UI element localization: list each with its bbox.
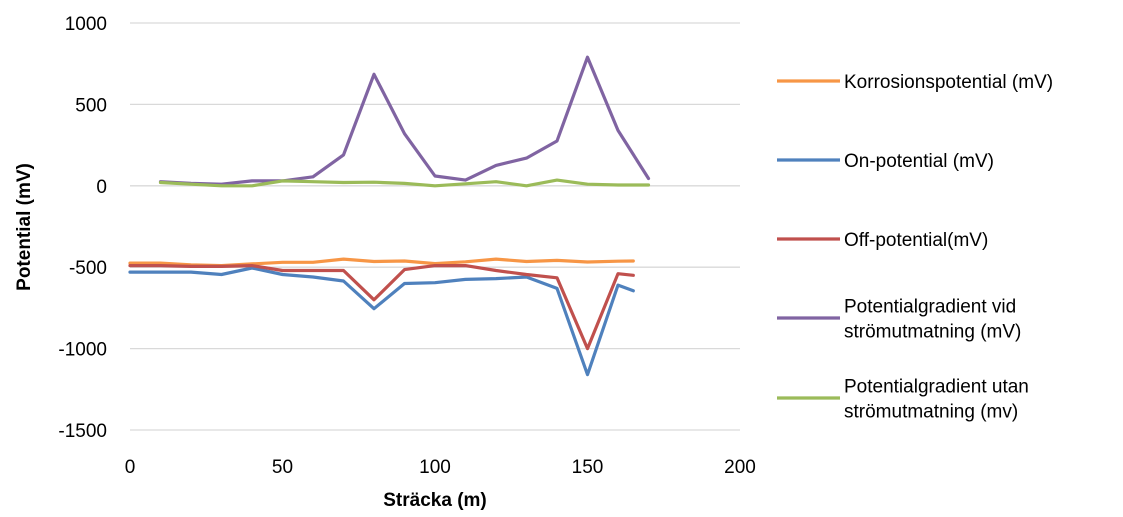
legend-label: strömutmatning (mV): [844, 322, 1021, 343]
legend-label: Potentialgradient vid: [844, 297, 1016, 318]
series-line-3: [128, 264, 635, 351]
y-tick-label: 500: [75, 95, 107, 116]
y-tick-label: -1500: [58, 421, 107, 442]
x-tick-label: 200: [724, 457, 756, 478]
series-lines: [128, 55, 651, 377]
y-axis-ticks: 1000 500 0 -500 -1000 -1500: [58, 14, 107, 442]
legend-label: Potentialgradient utan: [844, 377, 1029, 398]
legend-label: Korrosionspotential (mV): [844, 72, 1053, 93]
legend-label: Off-potential(mV): [844, 230, 988, 251]
y-tick-label: -500: [69, 258, 107, 279]
x-axis-ticks: 0 50 100 150 200: [125, 457, 756, 478]
gridlines: [130, 22, 740, 431]
series-line-1: [128, 257, 635, 268]
x-tick-label: 150: [572, 457, 604, 478]
legend-label: strömutmatning (mv): [844, 402, 1018, 423]
legend: Korrosionspotential (mV) On-potential (mV…: [777, 72, 1053, 423]
x-tick-label: 50: [272, 457, 293, 478]
y-tick-label: 1000: [65, 14, 107, 35]
series-line-4: [158, 55, 651, 186]
legend-label: On-potential (mV): [844, 151, 994, 172]
x-tick-label: 0: [125, 457, 136, 478]
y-axis-title: Potential (mV): [14, 163, 35, 291]
x-tick-label: 100: [419, 457, 451, 478]
series-line-2: [128, 266, 635, 377]
y-tick-label: -1000: [58, 340, 107, 361]
x-axis-title: Sträcka (m): [383, 490, 487, 511]
y-tick-label: 0: [96, 177, 107, 198]
series-line-5: [158, 178, 651, 188]
